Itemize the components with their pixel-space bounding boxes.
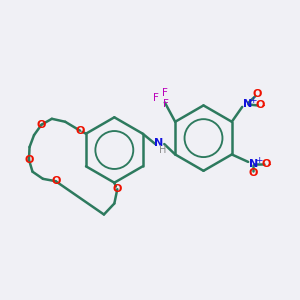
Text: -: - (268, 159, 271, 169)
Text: O: O (112, 184, 122, 194)
Text: O: O (75, 126, 85, 136)
Text: -: - (262, 100, 266, 110)
Text: O: O (24, 155, 34, 165)
Text: O: O (37, 120, 46, 130)
Text: N: N (154, 139, 163, 148)
Text: N: N (249, 159, 258, 169)
Text: O: O (248, 168, 258, 178)
Text: F: F (162, 88, 168, 98)
Text: O: O (255, 100, 265, 110)
Text: F: F (153, 93, 159, 103)
Text: F: F (163, 99, 169, 109)
Text: +: + (249, 97, 256, 106)
Text: O: O (261, 159, 271, 169)
Text: H: H (159, 145, 167, 155)
Text: +: + (255, 156, 262, 165)
Text: O: O (51, 176, 60, 186)
Text: N: N (243, 99, 252, 109)
Text: O: O (253, 89, 262, 99)
